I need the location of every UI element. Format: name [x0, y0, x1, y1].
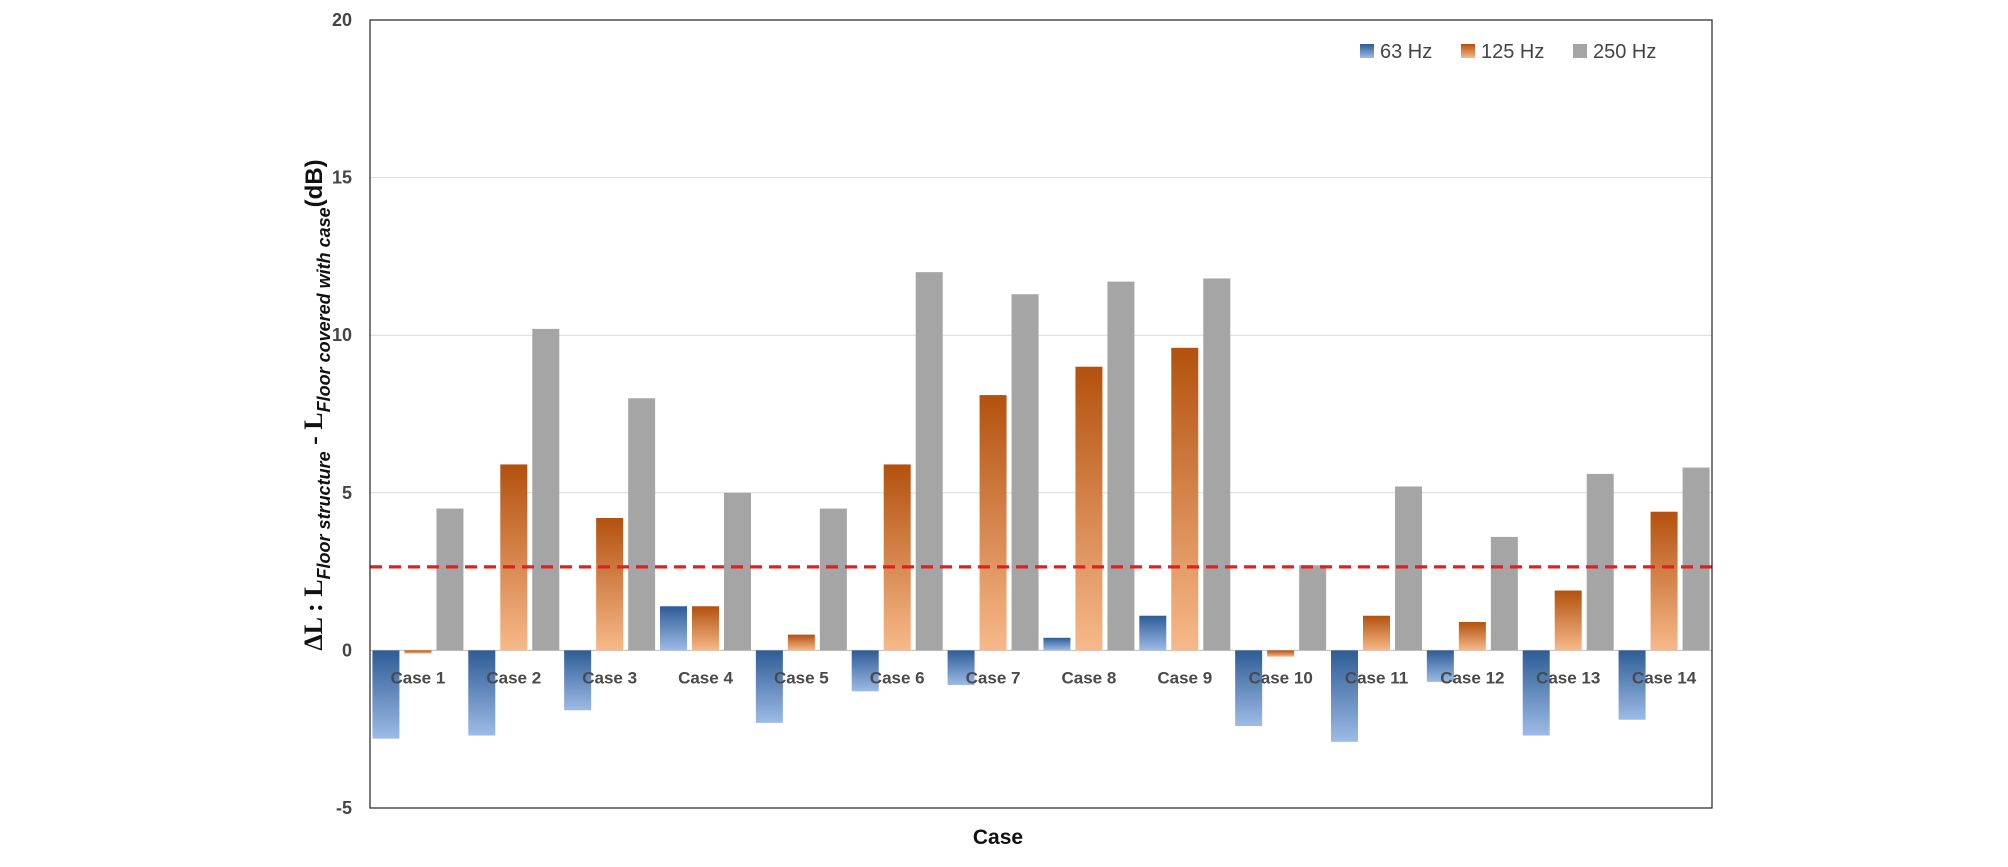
x-tick-label: Case 3 [582, 668, 637, 687]
bar-125hz-case-13 [1554, 590, 1582, 651]
legend-label: 250 Hz [1593, 41, 1656, 63]
bar-250hz-case-5 [819, 508, 847, 651]
x-tick-label: Case 9 [1157, 668, 1212, 687]
legend: 63 Hz 125 Hz 250 Hz [1360, 41, 1656, 63]
y-tick-label: 0 [342, 640, 352, 660]
bar-125hz-case-14 [1650, 511, 1678, 651]
y-axis-title-prefix: ΔL : [299, 597, 328, 651]
bar-125hz-case-5 [787, 634, 815, 651]
bar-250hz-case-7 [1011, 294, 1039, 651]
y-tick-label: 5 [342, 483, 352, 503]
y-tick-label: 20 [332, 10, 352, 30]
bar-125hz-case-9 [1171, 347, 1199, 651]
x-tick-label: Case 6 [870, 668, 925, 687]
bar-125hz-case-7 [979, 395, 1007, 651]
x-axis-title: Case [973, 826, 1023, 849]
bar-63hz-case-12 [1426, 650, 1454, 682]
bar-250hz-case-6 [915, 272, 943, 651]
bar-63hz-case-6 [851, 650, 879, 692]
x-tick-label: Case 2 [486, 668, 541, 687]
bar-125hz-case-12 [1458, 622, 1486, 651]
bar-250hz-case-8 [1107, 281, 1135, 651]
bar-125hz-case-11 [1363, 615, 1390, 651]
y-tick-label: -5 [336, 798, 352, 818]
bar-63hz-case-1 [372, 650, 400, 739]
bar-63hz-case-2 [468, 650, 496, 736]
bar-63hz-case-3 [564, 650, 592, 711]
bar-250hz-case-9 [1203, 278, 1231, 651]
bar-250hz-case-1 [436, 508, 464, 651]
x-tick-label: Case 12 [1440, 668, 1504, 687]
bar-63hz-case-10 [1235, 650, 1263, 727]
y-axis-title-term2: L [299, 412, 328, 429]
y-axis-title-minus: - [299, 430, 328, 452]
y-tick-label: 15 [332, 168, 352, 188]
y-axis-title: ΔL : LFloor structure - LFloor covered w… [299, 159, 334, 650]
bar-63hz-case-5 [755, 650, 783, 723]
bar-63hz-case-14 [1618, 650, 1646, 720]
bar-63hz-case-9 [1139, 615, 1167, 651]
bar-125hz-case-10 [1267, 650, 1295, 657]
bar-63hz-case-13 [1522, 650, 1550, 736]
bar-250hz-case-4 [724, 492, 751, 651]
bar-250hz-case-14 [1682, 467, 1710, 651]
bar-250hz-case-10 [1299, 565, 1327, 651]
bar-63hz-case-4 [660, 606, 687, 651]
y-axis-title-term1-sub: Floor structure [314, 451, 334, 579]
legend-label: 125 Hz [1481, 41, 1544, 63]
x-tick-label: Case 10 [1249, 668, 1313, 687]
y-tick-label: 10 [332, 325, 352, 345]
bar-125hz-case-1 [404, 650, 432, 654]
bar-250hz-case-12 [1490, 536, 1518, 651]
bar-63hz-case-8 [1043, 637, 1071, 651]
legend-label: 63 Hz [1380, 41, 1432, 63]
legend-swatch [1360, 44, 1374, 58]
x-tick-label: Case 4 [678, 668, 733, 687]
labels: -5 0 5 10 15 20 Case 1 Case 2 Case 3 Case 4 Case 5… [332, 10, 1697, 818]
bar-125hz-case-3 [596, 518, 624, 651]
bar-125hz-case-4 [692, 606, 719, 651]
bar-125hz-case-8 [1075, 366, 1103, 651]
x-tick-label: Case 7 [966, 668, 1021, 687]
bar-250hz-case-13 [1586, 473, 1614, 651]
bar-125hz-case-6 [883, 464, 911, 651]
x-tick-label: Case 14 [1632, 668, 1697, 687]
y-axis-title-term1: L [299, 579, 328, 596]
x-tick-label: Case 8 [1062, 668, 1117, 687]
x-tick-label: Case 5 [774, 668, 829, 687]
bar-250hz-case-3 [628, 398, 656, 651]
bar-63hz-case-11 [1331, 650, 1358, 742]
legend-swatch [1461, 44, 1475, 58]
bar-125hz-case-2 [500, 464, 528, 651]
x-tick-label: Case 1 [391, 668, 446, 687]
plot-area-border [369, 19, 1713, 809]
bars [372, 272, 1710, 742]
y-axis-title-unit: (dB) [301, 159, 328, 207]
bar-250hz-case-2 [532, 328, 560, 651]
x-tick-label: Case 13 [1536, 668, 1600, 687]
y-axis-title-term2-sub: Floor covered with case [314, 207, 334, 412]
legend-swatch [1573, 44, 1587, 58]
gridlines [370, 177, 1712, 651]
x-tick-label: Case 11 [1345, 668, 1408, 687]
bar-63hz-case-7 [947, 650, 975, 686]
